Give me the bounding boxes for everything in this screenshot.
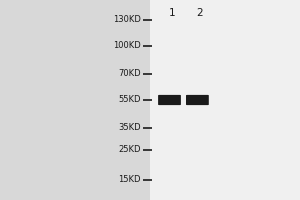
Text: 2: 2 [196, 8, 203, 18]
Text: 55KD: 55KD [118, 96, 141, 104]
Text: 100KD: 100KD [113, 42, 141, 50]
FancyBboxPatch shape [186, 95, 209, 105]
Text: 15KD: 15KD [118, 176, 141, 184]
Text: 70KD: 70KD [118, 70, 141, 78]
Bar [150, 0, 300, 200]
Text: 130KD: 130KD [113, 16, 141, 24]
Text: 25KD: 25KD [118, 146, 141, 154]
FancyBboxPatch shape [158, 95, 181, 105]
Text: 1: 1 [169, 8, 176, 18]
Text: 35KD: 35KD [118, 123, 141, 132]
